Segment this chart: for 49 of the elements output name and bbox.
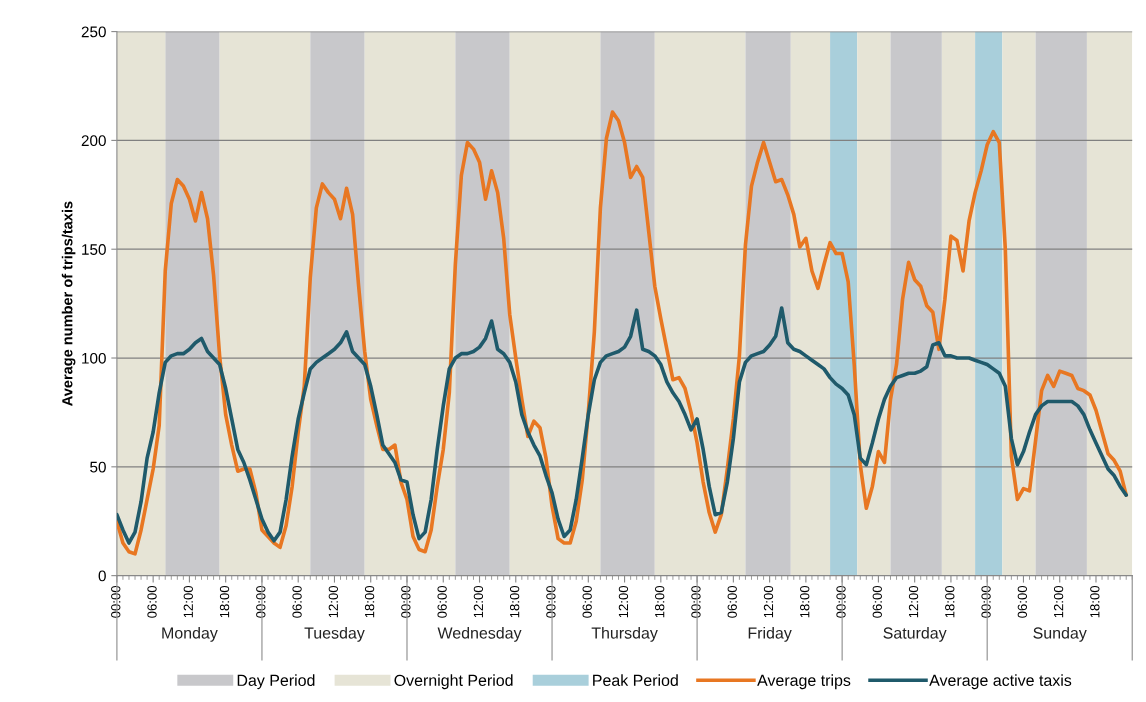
x-tick-label: 06:00 xyxy=(292,585,302,618)
line-series xyxy=(116,110,1129,556)
x-tick-label: 18:00 xyxy=(364,585,375,618)
legend-label: Average active taxis xyxy=(929,674,1072,690)
x-tick-label: 12:00 xyxy=(473,585,484,618)
y-tick-label: 100 xyxy=(82,352,106,364)
x-tick-label: 00:00 xyxy=(981,585,991,618)
line-series xyxy=(116,306,1129,545)
x-tick-label: 00:00 xyxy=(836,585,846,618)
x-tick-label: 06:00 xyxy=(1017,585,1027,618)
x-tick-label: 12:00 xyxy=(183,585,193,618)
x-tick-label: 12:00 xyxy=(1053,585,1064,618)
x-tick-label: 00:00 xyxy=(111,585,121,618)
text: Tuesday xyxy=(304,626,365,642)
x-tick-label: 18:00 xyxy=(945,585,955,618)
x-tick-label: 00:00 xyxy=(401,585,411,618)
y-tick-label: 250 xyxy=(81,26,106,38)
x-tick-label: 18:00 xyxy=(219,585,230,618)
y-tick-label: 200 xyxy=(81,135,106,147)
y-tick-label: 150 xyxy=(82,244,106,255)
x-tick-label: 12:00 xyxy=(328,585,339,618)
legend-label: Overnight Period xyxy=(394,674,513,690)
y-tick-label: 50 xyxy=(90,461,106,473)
x-tick-label: 06:00 xyxy=(437,585,447,618)
text: Wednesday xyxy=(437,626,522,642)
x-tick-label: 06:00 xyxy=(582,585,592,618)
x-tick-label: 18:00 xyxy=(655,585,665,618)
x-tick-label: 12:00 xyxy=(618,585,629,618)
text: Saturday xyxy=(883,626,947,642)
x-tick-label: 06:00 xyxy=(147,585,157,618)
legend-label: Average trips xyxy=(757,674,851,690)
text: Friday xyxy=(748,626,792,642)
legend-label: Day Period xyxy=(237,674,315,690)
y-axis-title: Average number of trips/taxis xyxy=(61,201,76,406)
text: Thursday xyxy=(591,626,658,642)
x-tick-label: 06:00 xyxy=(727,585,737,618)
text: Monday xyxy=(162,626,218,642)
text: Sunday xyxy=(1033,626,1087,642)
legend-label: Peak Period xyxy=(593,674,678,687)
y-tick-label: 0 xyxy=(98,570,106,582)
x-tick-label: 12:00 xyxy=(763,585,774,618)
x-tick-label: 00:00 xyxy=(546,585,556,618)
x-tick-label: 00:00 xyxy=(256,585,266,618)
x-tick-label: 00:00 xyxy=(691,585,701,618)
x-tick-label: 06:00 xyxy=(872,585,882,618)
x-tick-label: 12:00 xyxy=(908,585,919,618)
x-tick-label: 18:00 xyxy=(800,585,810,618)
x-tick-label: 18:00 xyxy=(509,585,520,618)
x-tick-label: 18:00 xyxy=(1090,585,1100,618)
